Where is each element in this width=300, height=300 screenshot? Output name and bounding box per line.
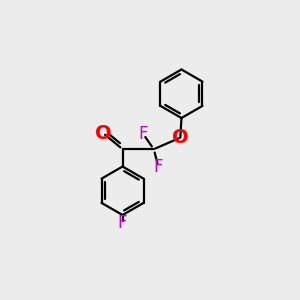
Text: O: O (94, 124, 111, 142)
Text: F: F (154, 158, 163, 175)
Text: F: F (139, 125, 148, 143)
Text: F: F (118, 214, 127, 232)
Text: O: O (172, 128, 189, 147)
